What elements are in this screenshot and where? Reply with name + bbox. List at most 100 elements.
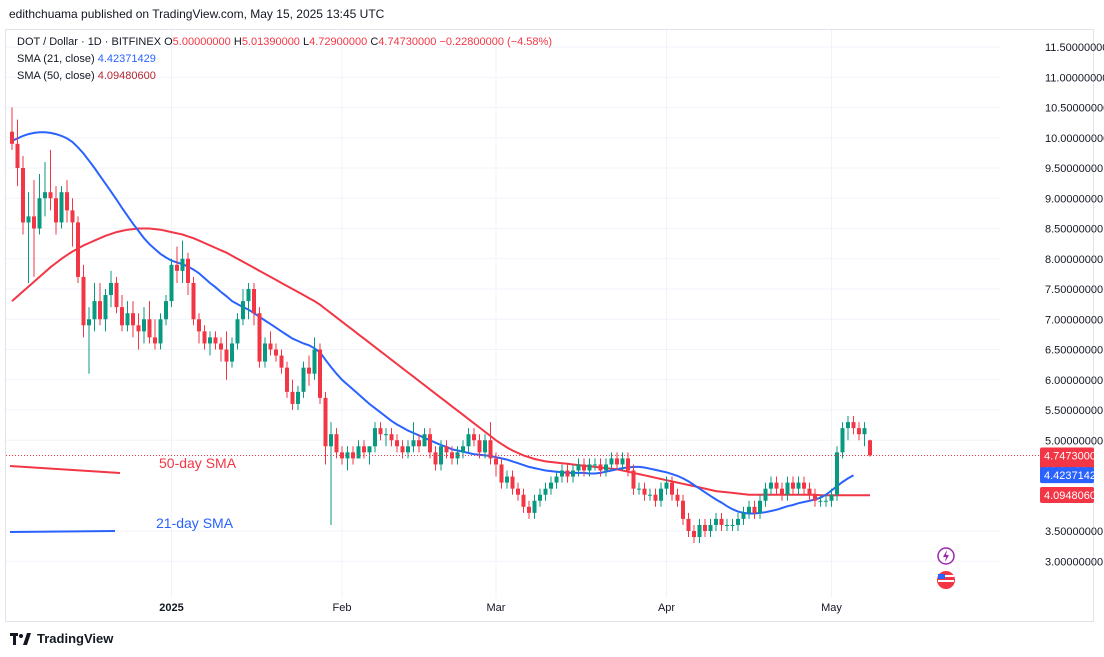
candle-body — [868, 440, 872, 456]
legend-symbol[interactable]: DOT / Dollar · 1D · BITFINEX — [17, 36, 162, 48]
candle-body — [730, 524, 735, 526]
y-axis: 11.50000000 11.00000000 10.50000000 10.0000… — [1045, 42, 1104, 568]
legend-low: 4.72900000 — [309, 36, 368, 48]
candle-body — [631, 470, 636, 489]
candle-body — [851, 422, 856, 429]
candle-body — [675, 494, 680, 501]
annotation-sma50: 50-day SMA — [159, 455, 237, 471]
sma50-annotation-line — [9, 465, 121, 474]
candle-body — [653, 494, 658, 501]
x-tick-label: Feb — [333, 602, 352, 614]
candle-body — [593, 464, 597, 466]
candle-body — [114, 282, 119, 308]
candle-body — [345, 452, 350, 459]
candle-body — [312, 349, 317, 374]
candle-body — [846, 422, 850, 429]
candle-body — [840, 428, 845, 453]
candle-body — [54, 198, 58, 223]
candle-body — [301, 367, 306, 392]
candle-body — [714, 518, 718, 525]
sma21-annotation-line — [9, 530, 116, 533]
candle-body — [202, 331, 207, 344]
sma21-series — [11, 131, 854, 515]
candle-body — [543, 488, 548, 495]
us-flag-icon-stripe — [938, 575, 954, 577]
legend-o-label: O — [164, 36, 173, 48]
candle-body — [76, 222, 80, 277]
candle-body — [400, 446, 405, 453]
candle-body — [736, 518, 740, 525]
candle-body — [224, 349, 229, 362]
candle-body — [147, 319, 152, 338]
us-flag-icon-stripe — [938, 580, 954, 582]
candle-body — [120, 307, 124, 326]
legend-ohlc-row: DOT / Dollar · 1D · BITFINEX O5.00000000… — [17, 34, 552, 51]
publisher-line: edithchuama published on TradingView.com… — [9, 7, 385, 21]
candle-body — [576, 464, 581, 471]
annotation-sma21: 21-day SMA — [156, 515, 234, 531]
candle-body — [15, 143, 20, 168]
candle-body — [488, 440, 493, 459]
candle-body — [136, 325, 141, 332]
candle-body — [741, 512, 746, 519]
sma21-price-tag: 4.42371429 — [1040, 467, 1102, 484]
us-flag-icon-canton — [938, 574, 945, 579]
y-tick-label: 6.50000000 — [1045, 345, 1103, 357]
candle-body — [296, 391, 300, 404]
candle-body — [466, 434, 471, 447]
candle-body — [615, 458, 619, 465]
lightning-icon-bolt — [943, 550, 949, 562]
candle-body — [169, 264, 174, 302]
candle-body — [351, 452, 355, 459]
y-tick-label: 10.50000000 — [1045, 103, 1104, 115]
candle-body — [791, 482, 795, 489]
tradingview-logo[interactable]: TradingView — [10, 631, 113, 646]
tradingview-brand: TradingView — [37, 631, 114, 646]
candle-body — [81, 276, 86, 326]
candle-body — [807, 488, 812, 495]
legend-high: 5.01390000 — [241, 36, 300, 48]
candle-body — [785, 482, 790, 495]
candle-body — [197, 319, 201, 332]
candle-body — [109, 282, 113, 296]
legend-sma50-row[interactable]: SMA (50, close) 4.09480600 — [17, 68, 552, 85]
candle-body — [510, 476, 515, 489]
candle-body — [549, 482, 553, 489]
candle-body — [802, 482, 806, 489]
candle-body — [268, 343, 273, 350]
candle-body — [818, 500, 823, 502]
y-tick-label: 7.50000000 — [1045, 284, 1103, 296]
candle-body — [389, 434, 394, 441]
candle-body — [362, 446, 366, 453]
last-price-tag-text: 4.74730000 — [1044, 451, 1102, 463]
candle-body — [48, 192, 53, 199]
legend-sma21-row[interactable]: SMA (21, close) 4.42371429 — [17, 51, 552, 68]
us-flag-icon — [937, 571, 955, 589]
candle-body — [472, 434, 476, 441]
candle-body — [263, 343, 267, 362]
candle-body — [285, 367, 289, 392]
candle-body — [164, 301, 168, 320]
legend-open: 5.00000000 — [172, 36, 231, 48]
candle-body — [862, 428, 867, 435]
side-icons — [9, 465, 955, 589]
candle-body — [356, 446, 361, 459]
candle-body — [406, 446, 410, 453]
candle-body — [307, 367, 311, 374]
candle-body — [560, 470, 564, 477]
candle-body — [131, 313, 135, 326]
candle-body — [747, 506, 751, 513]
sma50-series — [11, 227, 870, 497]
candle-body — [565, 470, 570, 477]
candle-body — [10, 131, 14, 144]
tradingview-logo-icon — [10, 632, 31, 645]
candle-body — [697, 524, 702, 538]
candle-body — [422, 434, 427, 447]
candle-body — [758, 500, 762, 513]
candle-body — [609, 458, 614, 465]
candle-body — [703, 524, 707, 531]
candle-body — [26, 216, 31, 223]
candle-body — [87, 319, 91, 326]
candle-body — [433, 452, 438, 465]
